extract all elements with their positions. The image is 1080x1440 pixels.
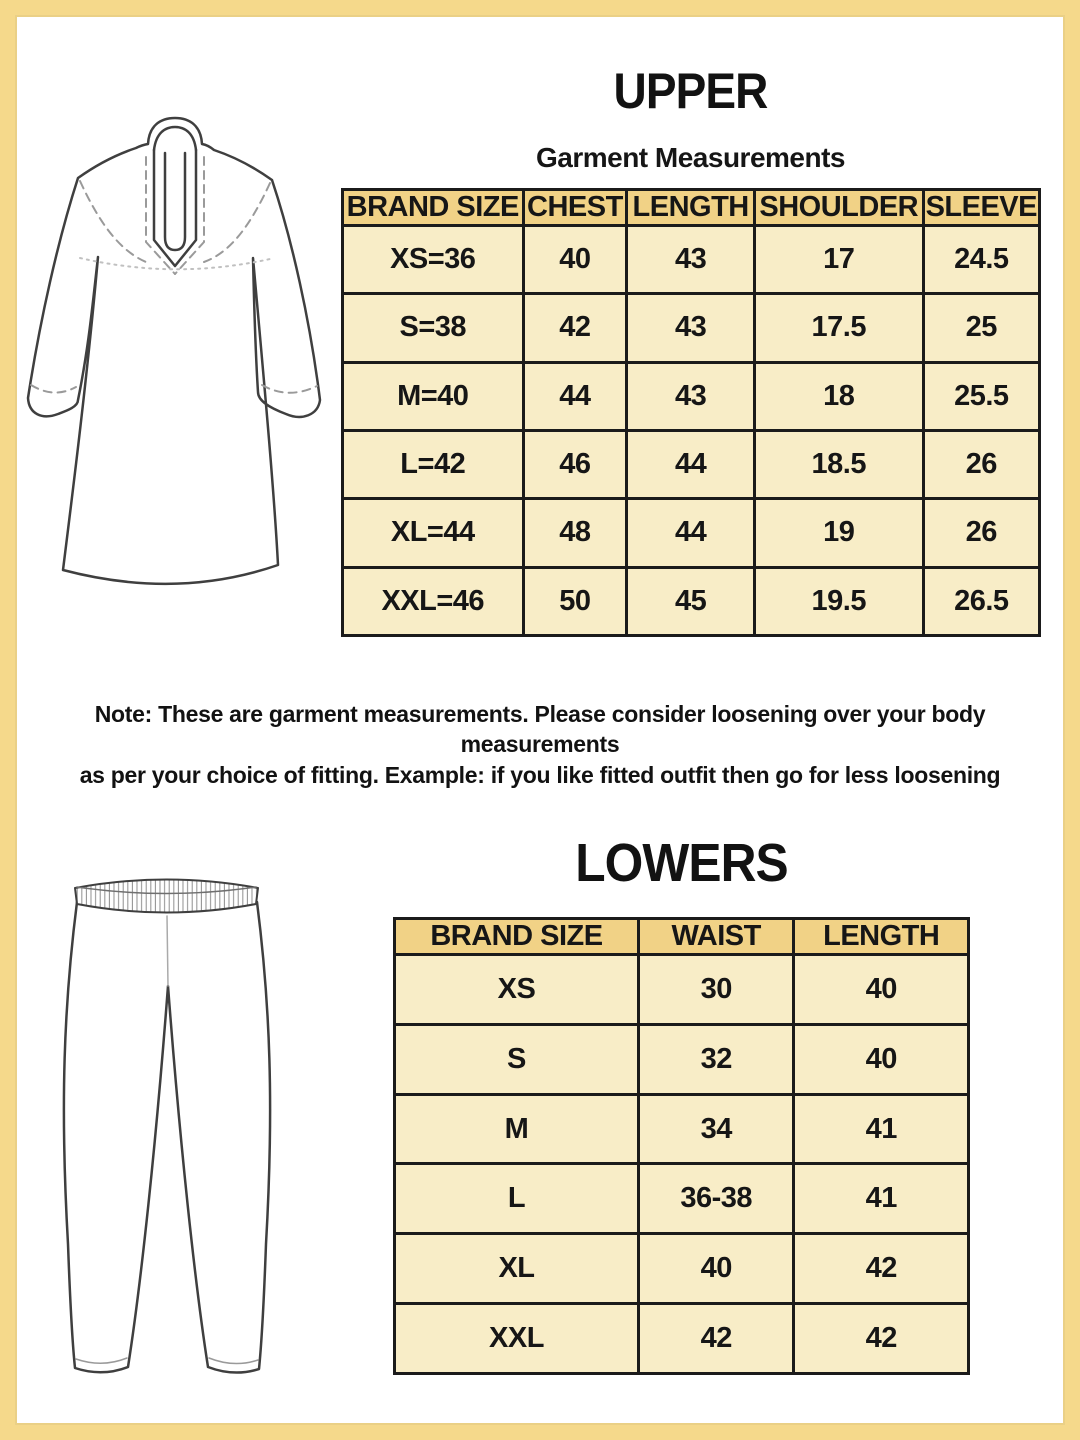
table-cell: XL=44 xyxy=(341,497,525,569)
table-cell: XXL xyxy=(393,1302,640,1375)
table-row: L 36-38 41 xyxy=(393,1162,970,1236)
table-cell: 25 xyxy=(921,292,1042,364)
table-cell: 50 xyxy=(521,565,629,638)
column-header: CHEST xyxy=(521,188,629,227)
table-row: XS 30 40 xyxy=(393,953,970,1026)
lower-table-header-row: BRAND SIZE WAIST LENGTH xyxy=(393,917,970,956)
table-cell: 36-38 xyxy=(636,1162,796,1236)
table-cell: M xyxy=(393,1092,640,1166)
table-row: S=38 42 43 17.5 25 xyxy=(341,292,1042,364)
table-cell: 19.5 xyxy=(752,565,925,638)
table-cell: XXL=46 xyxy=(341,565,525,638)
table-cell: 17.5 xyxy=(752,292,925,364)
table-cell: 32 xyxy=(636,1022,796,1096)
table-cell: 45 xyxy=(625,565,756,638)
table-cell: 25.5 xyxy=(921,360,1042,432)
table-cell: 40 xyxy=(792,953,970,1026)
table-cell: 24.5 xyxy=(921,223,1042,296)
column-header: SLEEVE xyxy=(921,188,1042,227)
table-cell: S=38 xyxy=(341,292,525,364)
lower-section-title: LOWERS xyxy=(575,833,788,893)
table-cell: XL xyxy=(393,1232,640,1306)
table-row: XL=44 48 44 19 26 xyxy=(341,497,1042,569)
table-cell: 42 xyxy=(792,1232,970,1306)
table-row: XL 40 42 xyxy=(393,1232,970,1306)
measurement-note: Note: These are garment measurements. Pl… xyxy=(40,699,1040,790)
table-row: XXL=46 50 45 19.5 26.5 xyxy=(341,565,1042,638)
column-header: WAIST xyxy=(636,917,796,956)
table-cell: 46 xyxy=(521,428,629,501)
upper-measurements-table: BRAND SIZE CHEST LENGTH SHOULDER SLEEVE XS=3… xyxy=(341,188,1042,638)
column-header: BRAND SIZE xyxy=(341,188,525,227)
upper-section-subtitle: Garment Measurements xyxy=(535,142,846,173)
table-cell: 34 xyxy=(636,1092,796,1166)
lower-table-body: XS 30 40 S 32 40 M 34 41 L 36-38 41 XL 40 42 XXL 42 42 xyxy=(393,953,970,1375)
table-cell: 43 xyxy=(625,292,756,364)
column-header: LENGTH xyxy=(625,188,756,227)
leggings-illustration xyxy=(62,878,272,1374)
table-cell: 42 xyxy=(521,292,629,364)
table-cell: 17 xyxy=(752,223,925,296)
table-cell: 26.5 xyxy=(921,565,1042,638)
table-cell: 40 xyxy=(792,1022,970,1096)
table-cell: M=40 xyxy=(341,360,525,432)
table-cell: XS=36 xyxy=(341,223,525,296)
table-cell: XS xyxy=(393,953,640,1026)
table-row: S 32 40 xyxy=(393,1022,970,1096)
table-row: XS=36 40 43 17 24.5 xyxy=(341,223,1042,296)
table-cell: 44 xyxy=(625,428,756,501)
upper-table-header-row: BRAND SIZE CHEST LENGTH SHOULDER SLEEVE xyxy=(341,188,1042,227)
table-row: XXL 42 42 xyxy=(393,1302,970,1375)
upper-section-title: UPPER xyxy=(613,63,769,119)
lower-measurements-table: BRAND SIZE WAIST LENGTH XS 30 40 S 32 40 M 34 41 L 3… xyxy=(393,917,970,1375)
table-cell: 42 xyxy=(636,1302,796,1375)
table-cell: 43 xyxy=(625,223,756,296)
table-cell: L xyxy=(393,1162,640,1236)
table-cell: 30 xyxy=(636,953,796,1026)
upper-table-body: XS=36 40 43 17 24.5 S=38 42 43 17.5 25 M=40 44 43 18 2… xyxy=(341,223,1042,638)
table-cell: 44 xyxy=(521,360,629,432)
table-cell: 48 xyxy=(521,497,629,569)
table-row: M 34 41 xyxy=(393,1092,970,1166)
column-header: BRAND SIZE xyxy=(393,917,640,956)
table-cell: 43 xyxy=(625,360,756,432)
column-header: SHOULDER xyxy=(752,188,925,227)
table-cell: 44 xyxy=(625,497,756,569)
table-cell: 40 xyxy=(521,223,629,296)
table-cell: 40 xyxy=(636,1232,796,1306)
table-cell: 18.5 xyxy=(752,428,925,501)
table-cell: 19 xyxy=(752,497,925,569)
table-cell: 18 xyxy=(752,360,925,432)
table-cell: S xyxy=(393,1022,640,1096)
table-row: M=40 44 43 18 25.5 xyxy=(341,360,1042,432)
table-cell: 42 xyxy=(792,1302,970,1375)
table-cell: L=42 xyxy=(341,428,525,501)
table-cell: 26 xyxy=(921,428,1042,501)
table-cell: 41 xyxy=(792,1092,970,1166)
kurta-illustration xyxy=(26,116,322,586)
note-line-2: as per your choice of fitting. Example: … xyxy=(79,761,1001,788)
table-cell: 26 xyxy=(921,497,1042,569)
note-line-1: Note: These are garment measurements. Pl… xyxy=(94,701,986,758)
table-row: L=42 46 44 18.5 26 xyxy=(341,428,1042,501)
column-header: LENGTH xyxy=(792,917,970,956)
table-cell: 41 xyxy=(792,1162,970,1236)
